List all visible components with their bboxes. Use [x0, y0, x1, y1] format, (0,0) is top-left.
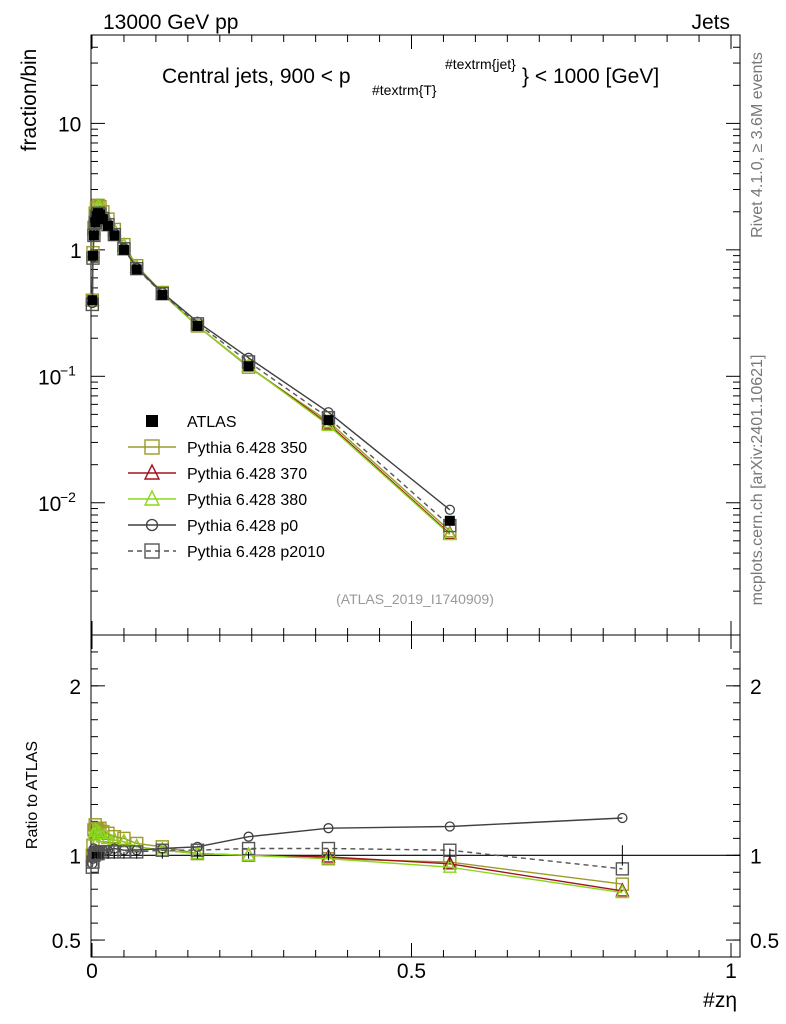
- ratio-point-pythia-6-428-p0: [323, 823, 334, 834]
- legend: ATLAS Pythia 6.428 350 Pythia 6.428 370 Pyt…: [128, 414, 325, 561]
- data-point-pythia-6-428-380: [442, 526, 457, 541]
- ratio-point-pythia-6-428-380: [107, 831, 122, 846]
- data-point-atlas: [87, 250, 98, 261]
- data-point-pythia-6-428-p2010: [87, 228, 101, 243]
- main-plot-series: [85, 197, 457, 541]
- legend-marker-pythia-6-428-p2010: [144, 543, 160, 559]
- legend-label-atlas: ATLAS: [187, 414, 237, 431]
- legend-label-pythia-6-428-350: Pythia 6.428 350: [187, 440, 307, 457]
- rivet-version-label: Rivet 4.1.0, ≥ 3.6M events: [749, 52, 766, 238]
- data-point-atlas: [192, 320, 203, 331]
- data-point-atlas: [102, 220, 113, 231]
- legend-marker-pythia-6-428-380: [143, 489, 161, 506]
- title-tail: } < 1000 [GeV]: [522, 65, 659, 88]
- ratio-tick-label-right: 1: [750, 845, 762, 868]
- y-tick-label: 10: [38, 366, 61, 389]
- title-main: Central jets, 900 < p: [162, 65, 351, 88]
- ratio-line-pythia-6-428-350: [91, 822, 623, 885]
- y-tick-label: 10: [58, 113, 81, 136]
- data-point-atlas: [131, 264, 142, 275]
- data-point-atlas: [323, 415, 334, 426]
- ratio-point-pythia-6-428-p0: [192, 841, 203, 852]
- data-point-atlas: [87, 295, 98, 306]
- x-tick-label: 1: [725, 960, 737, 983]
- data-point-atlas: [109, 230, 120, 241]
- ratio-tick-label: 0.5: [52, 930, 81, 953]
- legend-label-pythia-6-428-380: Pythia 6.428 380: [187, 492, 307, 509]
- legend-marker-pythia-6-428-370: [143, 463, 161, 480]
- legend-label-pythia-6-428-p0: Pythia 6.428 p0: [187, 518, 298, 535]
- ratio-point-pythia-6-428-350: [117, 831, 131, 846]
- title-subscript: #textrm{T}: [372, 82, 437, 98]
- ratio-axis-label: Ratio to ATLAS: [24, 741, 41, 849]
- y-tick-label: 10: [38, 493, 61, 516]
- ratio-point-pythia-6-428-380: [615, 884, 630, 899]
- ratio-panel-frame: [90, 634, 741, 958]
- ratio-point-pythia-6-428-380: [116, 833, 132, 848]
- ratio-point-pythia-6-428-370: [321, 848, 336, 863]
- series-line-pythia-6-428-380: [91, 205, 451, 536]
- title-superscript: #textrm{jet}: [445, 56, 516, 72]
- data-point-atlas: [444, 515, 455, 526]
- data-point-atlas: [157, 289, 168, 300]
- data-point-atlas: [97, 214, 108, 225]
- ratio-point-pythia-6-428-380: [442, 858, 457, 873]
- x-tick-label: 0: [86, 960, 98, 983]
- ratio-point-pythia-6-428-370: [615, 882, 630, 897]
- ratio-line-pythia-6-428-380: [92, 828, 623, 894]
- y-axis-label: fraction/bin: [18, 49, 41, 152]
- ratio-point-pythia-6-428-380: [100, 829, 116, 845]
- ratio-point-pythia-6-428-350: [615, 877, 630, 891]
- ratio-axis-ticks: 0 0.5 10.5 0.51 12 2: [52, 634, 779, 983]
- ratio-point-pythia-6-428-p0: [444, 821, 455, 832]
- ratio-point-pythia-6-428-370: [442, 855, 457, 870]
- mcplots-label: mcplots.cern.ch [arXiv:2401.10621]: [749, 355, 766, 606]
- ratio-tick-label: 2: [69, 676, 81, 699]
- ratio-plot-series: [85, 812, 630, 899]
- legend-marker-atlas: [146, 415, 158, 427]
- ratio-tick-label: 1: [69, 845, 81, 868]
- ratio-line-pythia-6-428-p0: [91, 817, 623, 864]
- x-tick-label: 0.5: [397, 960, 426, 983]
- y-tick-exponent: −2: [60, 489, 76, 505]
- series-line-pythia-6-428-p2010: [91, 212, 451, 527]
- header-energy-label: 13000 GeV pp: [103, 11, 238, 34]
- data-point-pythia-6-428-p2010: [130, 261, 144, 276]
- y-tick-label: 1: [70, 240, 82, 263]
- ratio-point-pythia-6-428-350: [130, 836, 144, 851]
- analysis-id-label: (ATLAS_2019_I1740909): [336, 591, 494, 607]
- legend-marker-pythia-6-428-p0: [145, 518, 159, 532]
- legend-marker-pythia-6-428-350: [144, 439, 160, 455]
- data-point-atlas: [243, 361, 254, 372]
- ratio-tick-label-right: 0.5: [750, 930, 779, 953]
- data-point-atlas: [118, 244, 129, 255]
- x-axis-label: #zη: [703, 989, 737, 1012]
- data-point-atlas: [90, 217, 101, 228]
- chart-title: Central jets, 900 < p #textrm{T} #textrm…: [162, 56, 659, 98]
- ratio-tick-label-right: 2: [750, 676, 762, 699]
- header-jets-label: Jets: [691, 11, 730, 34]
- y-tick-exponent: −1: [60, 362, 76, 378]
- legend-label-pythia-6-428-p2010: Pythia 6.428 p2010: [187, 544, 325, 561]
- ratio-point-pythia-6-428-p0: [617, 812, 628, 824]
- data-point-pythia-6-428-p2010: [107, 227, 122, 242]
- data-point-atlas: [88, 230, 99, 241]
- ratio-point-pythia-6-428-380: [321, 850, 336, 865]
- ratio-point-pythia-6-428-p0: [243, 831, 254, 842]
- data-point-pythia-6-428-p0: [444, 504, 455, 515]
- series-line-pythia-6-428-370: [91, 205, 451, 535]
- legend-label-pythia-6-428-370: Pythia 6.428 370: [187, 466, 307, 483]
- ratio-point-pythia-6-428-380: [92, 824, 108, 839]
